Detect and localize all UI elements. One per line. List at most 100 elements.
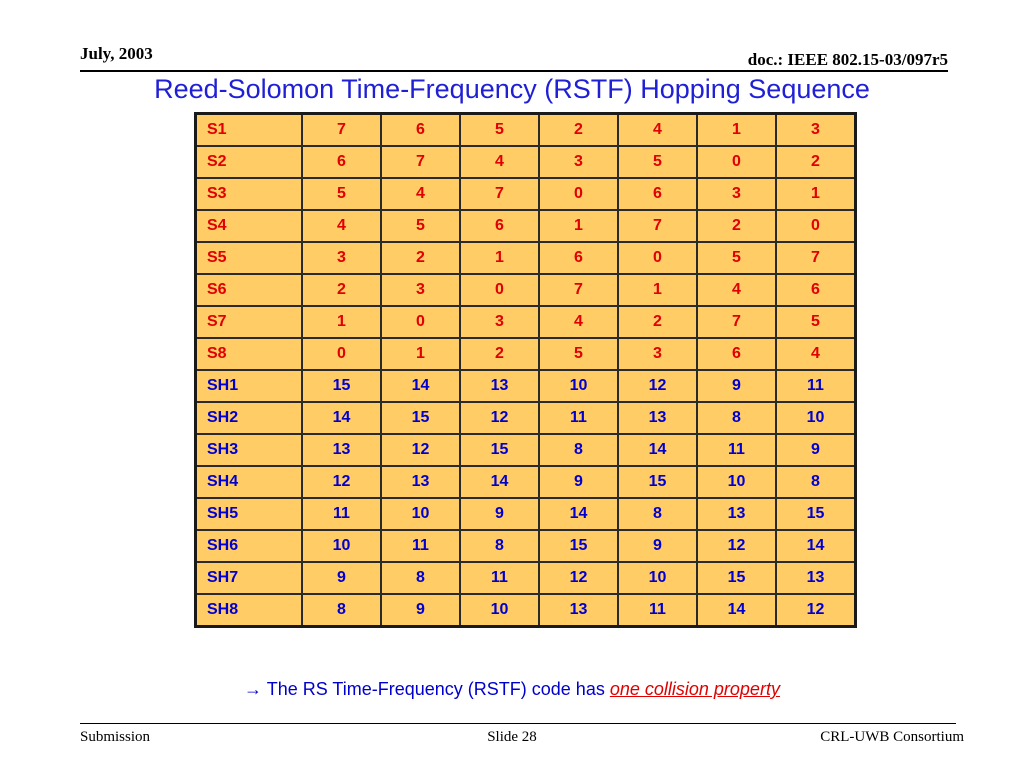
table-cell: 5	[459, 112, 540, 147]
table-cell: 7	[538, 273, 619, 307]
table-cell: 12	[775, 593, 857, 628]
table-cell: 8	[538, 433, 619, 467]
table-cell: 9	[301, 561, 382, 595]
table-cell: 14	[459, 465, 540, 499]
table-cell: 13	[380, 465, 461, 499]
table-cell: 5	[696, 241, 777, 275]
table-cell: 0	[301, 337, 382, 371]
table-cell: 13	[775, 561, 857, 595]
table-cell: 6	[696, 337, 777, 371]
row-label: SH2	[194, 401, 303, 435]
table-cell: 3	[696, 177, 777, 211]
table-cell: 15	[459, 433, 540, 467]
table-cell: 5	[775, 305, 857, 339]
table-cell: 15	[301, 369, 382, 403]
table-cell: 12	[538, 561, 619, 595]
table-cell: 3	[538, 145, 619, 179]
note-text: The RS Time-Frequency (RSTF) code has	[262, 679, 610, 699]
table-cell: 15	[617, 465, 698, 499]
table-cell: 1	[301, 305, 382, 339]
table-cell: 2	[459, 337, 540, 371]
table-cell: 15	[538, 529, 619, 563]
table-row: S5 3 2 1 6 0 5 7	[194, 241, 857, 275]
table-cell: 6	[617, 177, 698, 211]
table-row: SH2 14 15 12 11 13 8 10	[194, 401, 857, 435]
note-emphasis: one collision property	[609, 679, 780, 699]
table-cell: 14	[538, 497, 619, 531]
table-cell: 2	[380, 241, 461, 275]
table-cell: 2	[775, 145, 857, 179]
table-row: SH7 9 8 11 12 10 15 13	[194, 561, 857, 595]
table-cell: 0	[617, 241, 698, 275]
table-cell: 9	[617, 529, 698, 563]
table-cell: 14	[617, 433, 698, 467]
table-cell: 13	[696, 497, 777, 531]
table-cell: 10	[696, 465, 777, 499]
row-label: S6	[194, 273, 303, 307]
table-cell: 1	[380, 337, 461, 371]
table-cell: 6	[775, 273, 857, 307]
table-cell: 1	[459, 241, 540, 275]
table-cell: 5	[538, 337, 619, 371]
table-cell: 5	[380, 209, 461, 243]
footer-slide-number: Slide 28	[487, 729, 537, 745]
table-cell: 0	[459, 273, 540, 307]
slide-title: Reed-Solomon Time-Frequency (RSTF) Hoppi…	[154, 74, 870, 104]
table-cell: 13	[459, 369, 540, 403]
table-cell: 0	[775, 209, 857, 243]
row-label: S1	[194, 112, 303, 147]
table-cell: 10	[538, 369, 619, 403]
table-cell: 1	[617, 273, 698, 307]
table-cell: 4	[301, 209, 382, 243]
row-label: S2	[194, 145, 303, 179]
table-cell: 5	[301, 177, 382, 211]
table-cell: 2	[538, 112, 619, 147]
table-cell: 7	[301, 112, 382, 147]
table-row: S6 2 3 0 7 1 4 6	[194, 273, 857, 307]
table-cell: 7	[617, 209, 698, 243]
footer-divider	[80, 723, 956, 724]
table-row: SH4 12 13 14 9 15 10 8	[194, 465, 857, 499]
table-cell: 11	[696, 433, 777, 467]
table-cell: 9	[775, 433, 857, 467]
arrow-icon: →	[244, 679, 263, 699]
table-cell: 8	[301, 593, 382, 628]
table-cell: 12	[617, 369, 698, 403]
table-cell: 11	[538, 401, 619, 435]
table-cell: 7	[696, 305, 777, 339]
note-line: → The RS Time-Frequency (RSTF) code has …	[0, 679, 1024, 700]
table-cell: 6	[380, 112, 461, 147]
table-cell: 3	[459, 305, 540, 339]
table-cell: 9	[538, 465, 619, 499]
table-cell: 11	[380, 529, 461, 563]
row-label: SH7	[194, 561, 303, 595]
table-cell: 0	[380, 305, 461, 339]
table-cell: 13	[301, 433, 382, 467]
table-cell: 8	[380, 561, 461, 595]
table-cell: 5	[617, 145, 698, 179]
table-cell: 10	[301, 529, 382, 563]
table-cell: 4	[459, 145, 540, 179]
table-row: S1 7 6 5 2 4 1 3	[194, 112, 857, 147]
table-cell: 14	[380, 369, 461, 403]
table-cell: 4	[696, 273, 777, 307]
row-label: S5	[194, 241, 303, 275]
table-cell: 3	[380, 273, 461, 307]
table-row: SH5 11 10 9 14 8 13 15	[194, 497, 857, 531]
table-cell: 8	[459, 529, 540, 563]
row-label: SH5	[194, 497, 303, 531]
row-label: S3	[194, 177, 303, 211]
table-cell: 4	[775, 337, 857, 371]
table-cell: 12	[301, 465, 382, 499]
table-cell: 1	[696, 112, 777, 147]
table-cell: 2	[617, 305, 698, 339]
table-cell: 4	[617, 112, 698, 147]
table-cell: 15	[380, 401, 461, 435]
table-cell: 3	[775, 112, 857, 147]
table-cell: 13	[538, 593, 619, 628]
table-cell: 10	[775, 401, 857, 435]
table-cell: 12	[459, 401, 540, 435]
table-cell: 11	[775, 369, 857, 403]
table-row: S7 1 0 3 4 2 7 5	[194, 305, 857, 339]
table-cell: 14	[696, 593, 777, 628]
